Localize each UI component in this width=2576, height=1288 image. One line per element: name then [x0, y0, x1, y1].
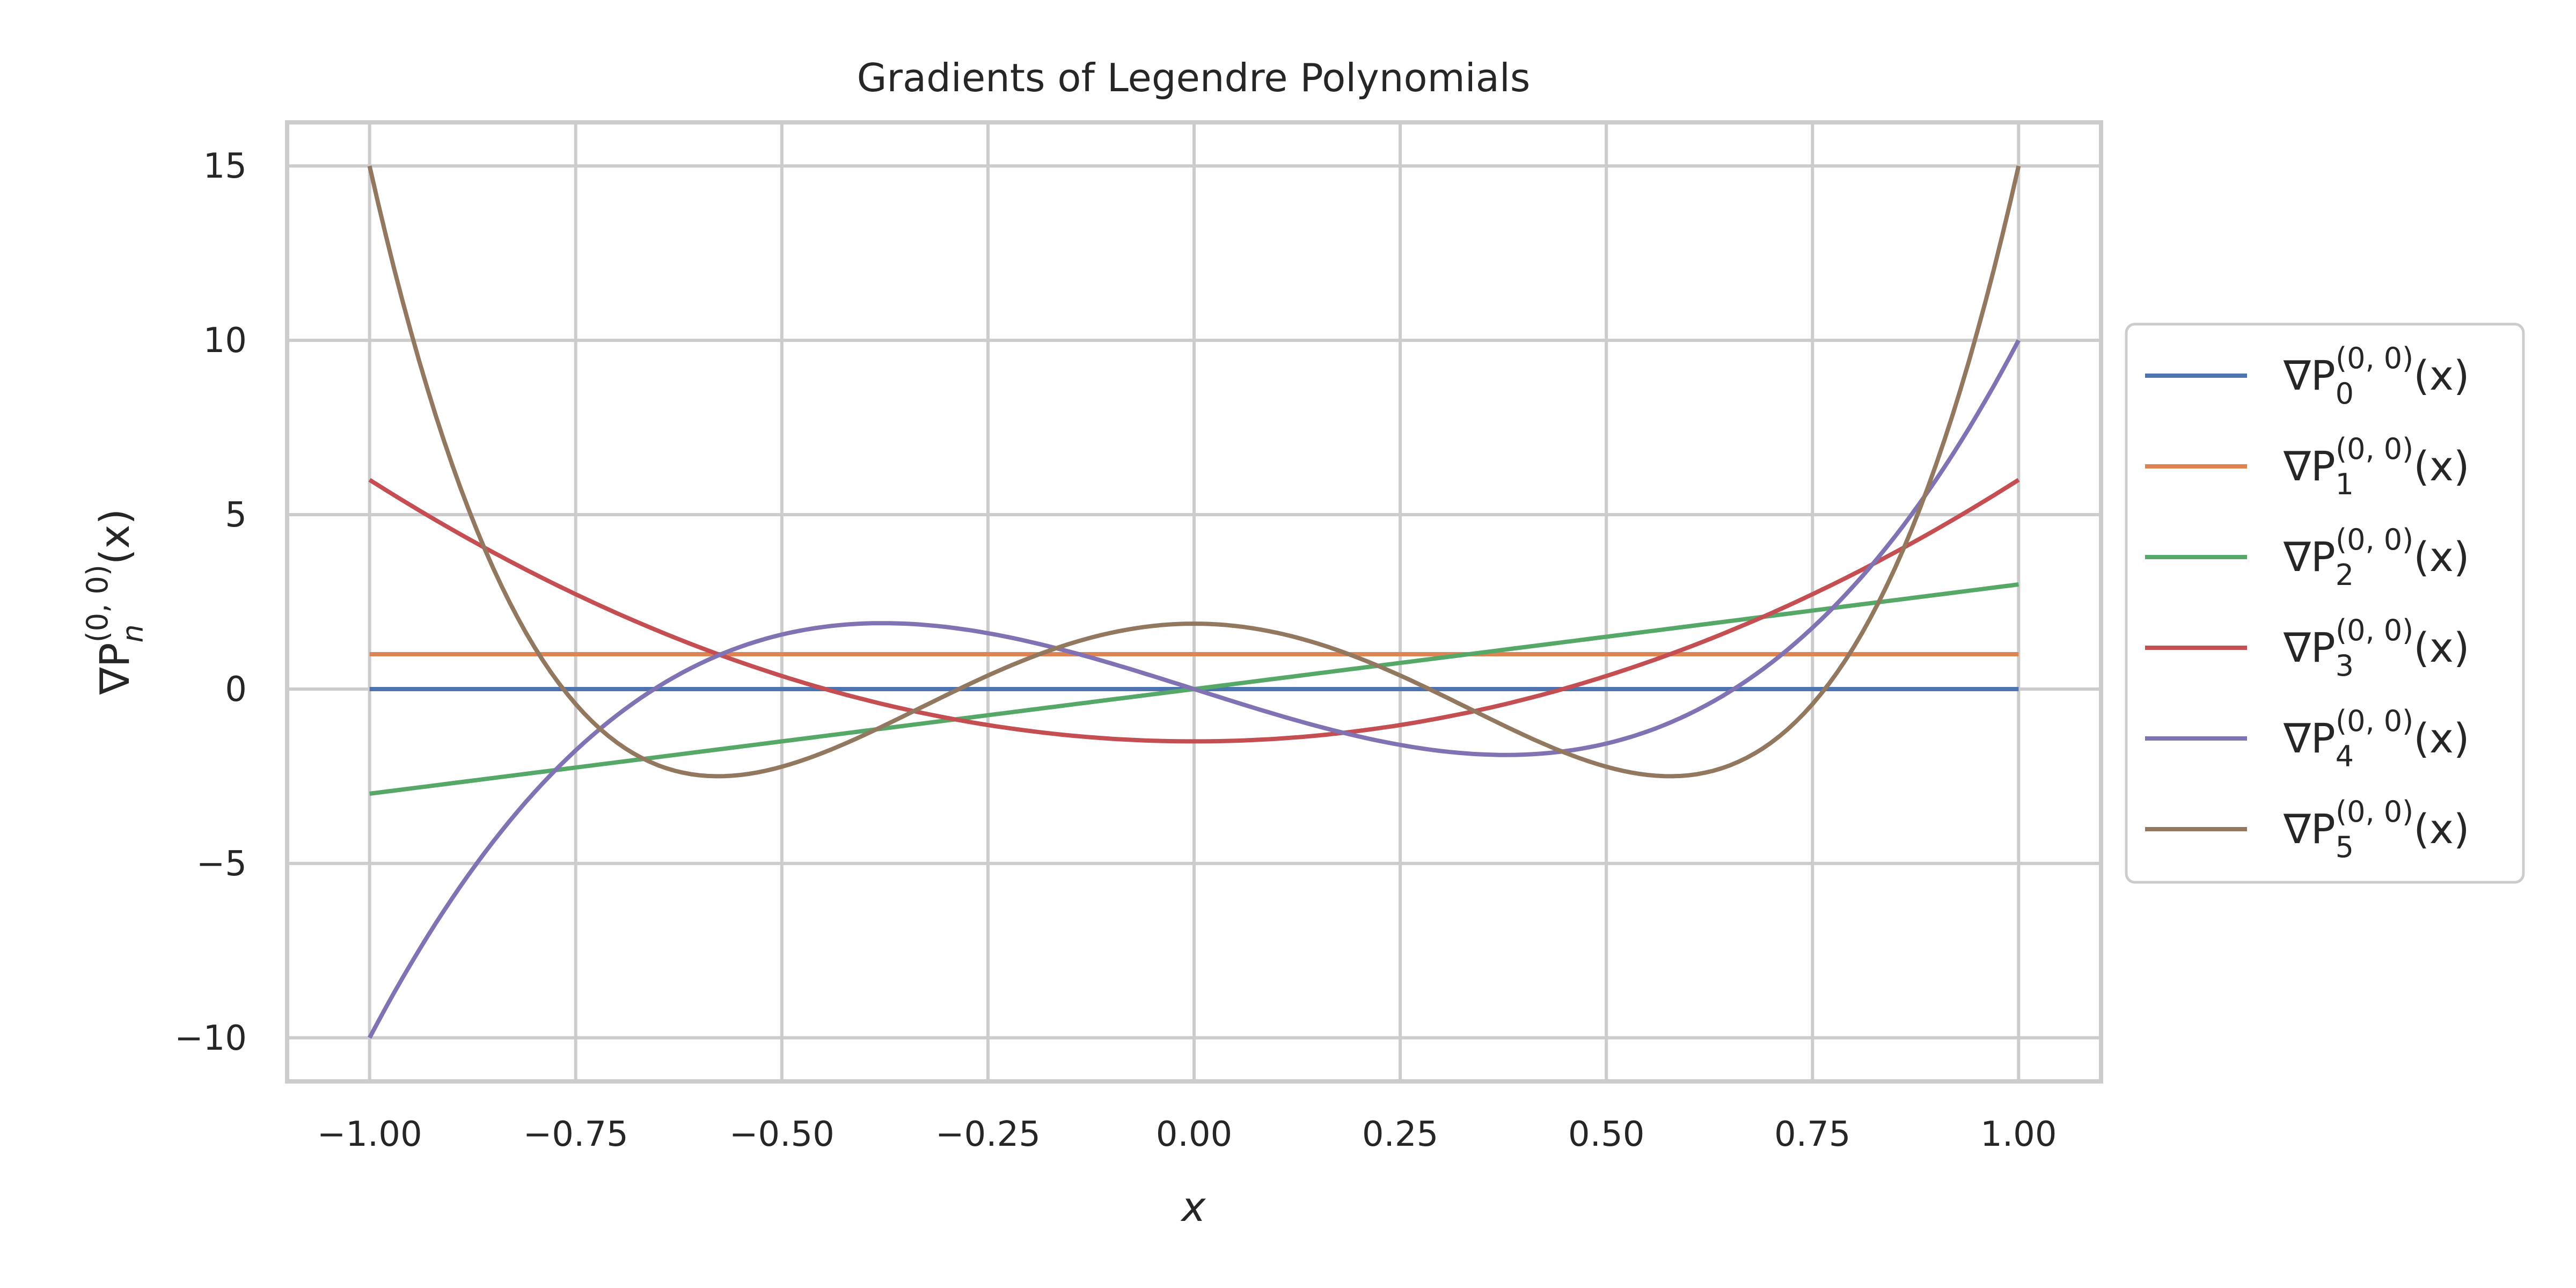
x-tick-label: 0.50: [1568, 1115, 1645, 1154]
plot-frame: [285, 120, 2103, 1084]
legend-label: ∇P5(0, 0)(x): [2283, 795, 2470, 864]
y-tick-labels: −10 −5 0 5 10 15: [174, 147, 247, 1058]
svg-text:∇Pn(0, 0)(x): ∇Pn(0, 0)(x): [80, 509, 150, 695]
legend-label: ∇P4(0, 0)(x): [2283, 704, 2470, 773]
x-tick-label: −0.25: [935, 1115, 1041, 1154]
grid: [287, 122, 2101, 1081]
legend: ∇P0(0, 0)(x) ∇P1(0, 0)(x) ∇P2(0, 0)(x) ∇P3(…: [2125, 323, 2525, 884]
y-tick-label: −5: [196, 844, 247, 884]
x-tick-label: −0.75: [523, 1115, 628, 1154]
x-tick-label: −1.00: [317, 1115, 422, 1154]
y-tick-label: 10: [203, 321, 247, 361]
y-axis-label-sub: n: [116, 624, 150, 642]
y-tick-label: −10: [174, 1019, 247, 1058]
y-axis-label: ∇Pn(0, 0)(x): [80, 509, 150, 695]
x-tick-label: 1.00: [1980, 1115, 2057, 1154]
x-axis-label: x: [1181, 1183, 1206, 1231]
x-tick-label: 0.75: [1774, 1115, 1851, 1154]
x-tick-labels: −1.00 −0.75 −0.50 −0.25 0.00 0.25 0.50 0.75 1.00: [317, 1115, 2057, 1154]
x-tick-label: 0.25: [1362, 1115, 1439, 1154]
legend-label: ∇P1(0, 0)(x): [2283, 432, 2470, 501]
chart-title: Gradients of Legendre Polynomials: [857, 55, 1531, 100]
series-line-4: [368, 339, 2021, 1039]
legend-label: ∇P3(0, 0)(x): [2283, 613, 2470, 683]
legend-label: ∇P0(0, 0)(x): [2283, 341, 2470, 411]
y-tick-label: 0: [225, 670, 247, 709]
x-tick-label: 0.00: [1156, 1115, 1233, 1154]
series-layer: [367, 165, 2021, 1039]
legend-label: ∇P2(0, 0)(x): [2283, 523, 2470, 592]
series-line-3: [368, 478, 2020, 744]
x-tick-label: −0.50: [729, 1115, 835, 1154]
y-axis-label-sup: (0, 0): [80, 565, 114, 642]
legend-frame: [2125, 323, 2525, 884]
y-axis-label-base: ∇P: [91, 643, 138, 696]
y-axis-label-tail: (x): [91, 509, 138, 565]
y-tick-label: 5: [225, 495, 247, 535]
y-tick-label: 15: [203, 147, 247, 186]
series-line-5: [367, 165, 2021, 779]
